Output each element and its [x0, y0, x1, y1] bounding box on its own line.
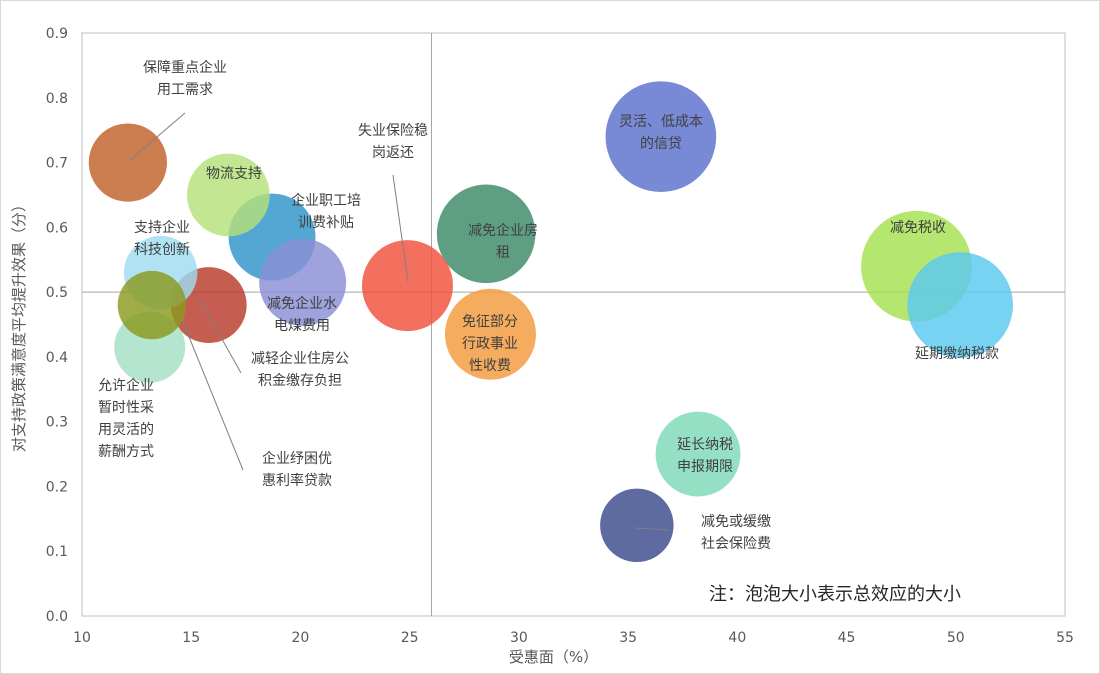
bubble-label: 企业纾困优 [262, 450, 332, 467]
bubble [907, 252, 1013, 358]
bubble-label: 岗返还 [372, 145, 414, 161]
bubble [88, 123, 167, 202]
bubble-label: 减轻企业住房公 [251, 350, 349, 367]
bubble-label: 物流支持 [206, 166, 262, 182]
bubble-label: 支持企业 [134, 219, 190, 236]
bubble [187, 153, 270, 237]
bubble [361, 240, 453, 332]
bubble-label: 失业保险稳 [358, 123, 428, 139]
bubble [436, 184, 536, 284]
y-tick-label: 0.7 [46, 156, 68, 172]
bubble-label: 减免或缓缴 [701, 514, 771, 530]
x-tick-label: 20 [292, 630, 310, 646]
bubble-label: 薪酬方式 [98, 444, 154, 460]
leader-line [392, 174, 409, 283]
bubble-label: 租 [496, 245, 510, 261]
x-tick-label: 45 [838, 630, 856, 646]
y-tick-label: 0.0 [46, 609, 68, 625]
bubble-label: 企业职工培 [291, 192, 361, 209]
y-tick-label: 0.3 [46, 415, 68, 431]
bubble-label: 灵活、低成本 [619, 114, 703, 130]
y-axis-title: 对支持政策满意度平均提升效果（分） [10, 197, 28, 452]
bubble-label: 减免企业水 [267, 295, 337, 312]
x-tick-label: 10 [73, 630, 91, 646]
bubble-label: 允许企业 [98, 377, 154, 394]
bubble-label: 性收费 [469, 358, 511, 374]
bubble-label: 惠利率贷款 [262, 472, 332, 489]
bubble-label: 申报期限 [677, 459, 733, 475]
bubble [600, 488, 674, 563]
plot-area [81, 32, 1066, 617]
y-tick-label: 0.1 [46, 544, 68, 560]
bubble [259, 238, 347, 326]
bubble-label: 暂时性采 [98, 400, 154, 416]
y-tick-label: 0.6 [46, 220, 68, 236]
bubble [655, 411, 741, 497]
y-tick-label: 0.8 [46, 91, 68, 107]
bubble [605, 81, 717, 192]
leader-line [199, 299, 242, 374]
bubble-label: 延长纳税 [677, 437, 733, 453]
bubble-label: 减免企业房 [468, 222, 538, 239]
bubble-label: 电煤费用 [274, 318, 330, 334]
leader-line [634, 527, 669, 531]
x-tick-label: 30 [510, 630, 528, 646]
x-tick-label: 55 [1056, 630, 1074, 646]
x-tick-label: 50 [947, 630, 965, 646]
bubble [444, 288, 536, 380]
bubble-label: 行政事业 [462, 336, 518, 352]
y-tick-label: 0.2 [46, 479, 68, 495]
leader-line [129, 112, 186, 161]
bubble-label: 训费补贴 [298, 215, 354, 231]
bubble-label: 社会保险费 [701, 536, 771, 552]
chart-note: 注：泡泡大小表示总效应的大小 [709, 584, 961, 605]
x-tick-label: 40 [728, 630, 746, 646]
x-tick-label: 15 [182, 630, 200, 646]
x-tick-label: 25 [401, 630, 419, 646]
y-tick-label: 0.9 [46, 26, 68, 42]
bubble-label: 用灵活的 [98, 422, 154, 438]
x-axis-title: 受惠面（%） [509, 648, 598, 666]
bubble-label: 科技创新 [134, 242, 190, 258]
bubble-label: 延期缴纳税款 [915, 346, 999, 362]
bubble-label: 积金缴存负担 [258, 373, 342, 389]
y-tick-label: 0.4 [46, 350, 68, 366]
bubble-label: 保障重点企业 [143, 59, 227, 76]
bubble [117, 270, 187, 340]
bubble-label: 减免税收 [890, 220, 946, 236]
bubble-label: 用工需求 [157, 82, 213, 98]
bubble-label: 的信贷 [640, 136, 682, 152]
bubble-label: 免征部分 [462, 314, 518, 330]
y-tick-label: 0.5 [46, 285, 68, 301]
x-tick-label: 35 [619, 630, 637, 646]
leader-line [182, 321, 244, 471]
